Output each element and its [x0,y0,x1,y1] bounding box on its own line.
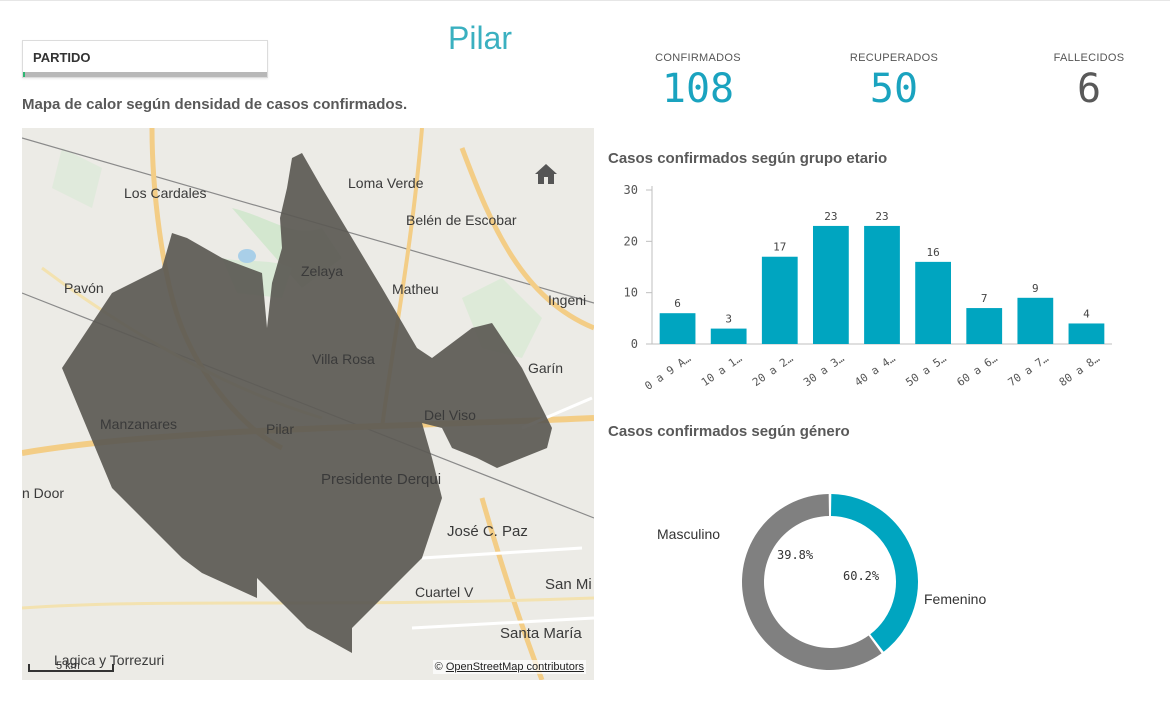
donut-label-femenino: Femenino [924,591,987,607]
map-scale-label: 5 km [56,660,80,672]
map-canvas [22,128,594,680]
map-place-label: Santa María [500,625,582,642]
map-place-label: Cuartel V [415,584,474,600]
kpi-fallecidos: FALLECIDOS 6 [1009,52,1169,111]
bar-value-label: 9 [1032,282,1039,295]
kpi-confirmados-value: 108 [661,66,735,112]
top-divider [0,0,1170,1]
bar[interactable] [659,313,696,344]
map-place-label: n Door [22,485,65,501]
map-attribution: © OpenStreetMap contributors [432,660,586,674]
attribution-prefix: © [434,661,443,673]
attribution-link[interactable]: OpenStreetMap contributors [445,661,584,673]
home-icon[interactable] [534,162,558,186]
partido-filter[interactable]: PARTIDO [22,40,268,78]
kpi-confirmados: CONFIRMADOS 108 [618,52,778,111]
bar-value-label: 23 [824,210,837,223]
bar[interactable] [966,308,1003,344]
bar[interactable] [1068,323,1105,344]
partido-selection-fill [23,72,26,77]
age-chart: 0 10 20 30 6 0 a 9 A… 3 10 a 1… 17 20 a 2… 23 30 a … [624,183,1112,393]
map-place-label: Matheu [392,281,439,297]
kpi-fallecidos-label: FALLECIDOS [1053,52,1125,64]
map-place-label: Pavón [64,280,104,296]
x-tick-label: 80 a 8… [1057,352,1103,389]
bar-value-label: 7 [981,292,988,305]
kpi-confirmados-label: CONFIRMADOS [655,52,741,64]
bar-value-label: 3 [725,313,732,326]
map-place-label: San Mi [545,576,592,593]
gender-chart-title: Casos confirmados según género [608,423,850,440]
donut-pct-masculino: 39.8% [777,548,814,562]
bar[interactable] [915,261,951,344]
kpi-recuperados: RECUPERADOS 50 [814,52,974,111]
map-place-label: José C. Paz [447,523,528,540]
kpi-recuperados-value: 50 [869,66,919,112]
map-place-label: Los Cardales [124,185,207,201]
bar[interactable] [761,256,798,344]
donut-slice-femenino[interactable] [742,494,882,670]
x-tick-label: 20 a 2… [750,352,796,389]
map-place-label: Villa Rosa [312,351,375,367]
district-heat-area[interactable] [62,153,552,653]
x-tick-label: 10 a 1… [699,352,745,389]
kpi-fallecidos-value: 6 [1076,66,1102,112]
kpi-recuperados-label: RECUPERADOS [849,52,939,64]
map-place-label: Belén de Escobar [406,212,517,228]
partido-filter-label: PARTIDO [33,50,91,65]
y-tick-label: 20 [624,234,638,248]
map-place-label: Lagica y Torrezuri [54,652,165,668]
x-tick-label: 70 a 7… [1006,352,1052,389]
donut-slice-masculino[interactable] [830,494,918,652]
x-tick-label: 0 a 9 A… [642,352,693,393]
age-chart-title: Casos confirmados según grupo etario [608,150,888,167]
bar[interactable] [864,225,900,344]
bar-value-label: 6 [674,297,681,310]
y-tick-label: 30 [624,183,638,197]
map-place-label: Del Viso [424,407,476,423]
bar[interactable] [813,225,849,344]
y-tick-label: 0 [631,337,638,351]
partido-selection-bar [23,72,267,77]
bar-value-label: 17 [773,241,786,254]
gender-donut [742,494,918,670]
map-place-label: Ingeni [548,292,587,308]
map-place-label: Loma Verde [348,175,424,191]
page-title: Pilar [447,20,512,56]
map-title: Mapa de calor según densidad de casos co… [22,96,408,113]
map-place-label: Manzanares [100,416,178,432]
map-scale-bar: 5 km [28,660,114,672]
donut-pct-femenino: 60.2% [843,569,880,583]
x-tick-label: 40 a 4… [852,352,898,389]
x-tick-label: 50 a 5… [903,352,949,389]
donut-label-masculino: Masculino [657,526,721,542]
bar[interactable] [1017,297,1054,344]
bar-value-label: 4 [1083,307,1090,320]
bar-value-label: 16 [926,246,939,259]
x-tick-label: 60 a 6… [955,352,1001,389]
y-tick-label: 10 [624,286,638,300]
heat-map[interactable]: Los Cardales Loma Verde Belén de Escobar… [22,128,594,680]
map-place-label: Pilar [266,421,295,437]
bar[interactable] [710,328,747,344]
map-place-label: Garín [528,360,564,376]
map-place-label: Presidente Derqui [321,471,442,488]
x-tick-label: 30 a 3… [801,352,847,389]
bar-value-label: 23 [875,210,888,223]
map-place-label: Zelaya [301,263,344,279]
